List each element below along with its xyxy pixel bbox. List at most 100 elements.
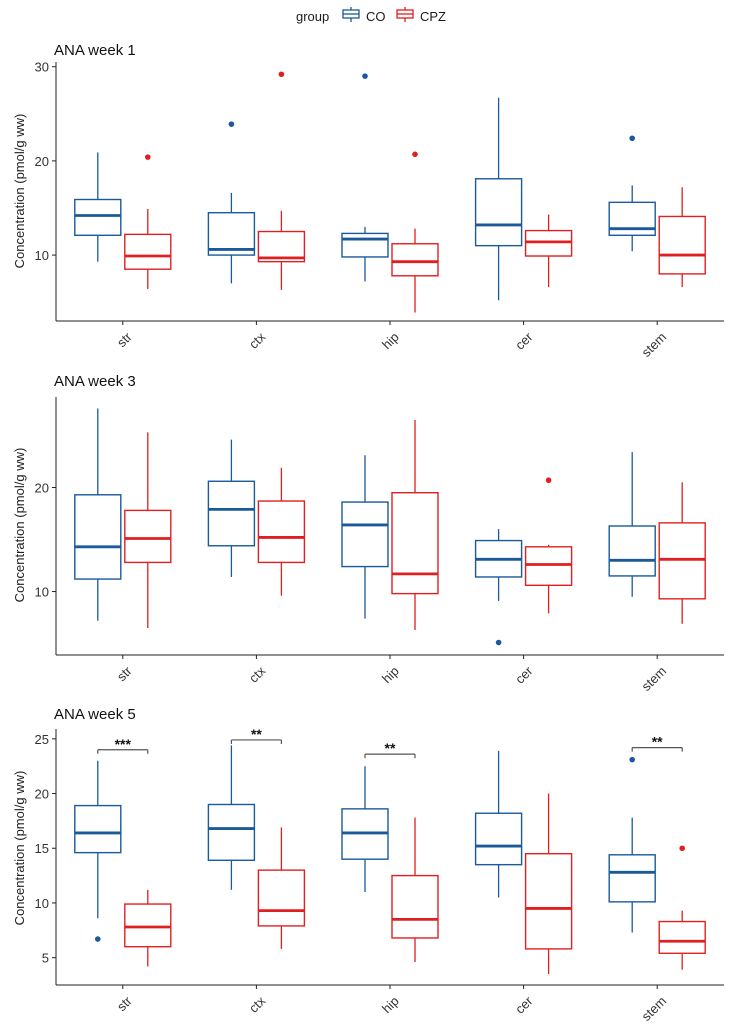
box-iqr bbox=[124, 903, 172, 948]
box-cpz-stem bbox=[658, 845, 706, 970]
x-tick-label: stem bbox=[639, 993, 670, 1024]
box-cpz-str bbox=[124, 154, 172, 289]
panel-title: ANA week 3 bbox=[54, 373, 136, 390]
x-tick-label: str bbox=[114, 663, 135, 684]
significance-label: ** bbox=[251, 726, 262, 742]
y-tick-label: 10 bbox=[35, 585, 49, 600]
box-cpz-ctx bbox=[257, 71, 306, 290]
panel-title: ANA week 1 bbox=[54, 42, 136, 59]
x-tick-label: str bbox=[114, 993, 135, 1014]
box-cpz-str bbox=[124, 432, 172, 628]
legend-key-co bbox=[342, 7, 360, 22]
box-iqr bbox=[658, 920, 706, 954]
box-iqr bbox=[608, 525, 656, 577]
box-iqr bbox=[658, 522, 706, 600]
box-co-stem bbox=[608, 135, 656, 252]
box-iqr bbox=[608, 854, 656, 903]
y-tick-label: 10 bbox=[35, 896, 49, 911]
box-iqr bbox=[524, 853, 573, 950]
x-tick-label: str bbox=[114, 329, 135, 350]
legend: group CO CPZ bbox=[296, 7, 446, 24]
box-iqr bbox=[608, 201, 656, 236]
box-iqr bbox=[207, 480, 256, 547]
outlier-point bbox=[629, 135, 635, 142]
outlier-point bbox=[145, 154, 151, 160]
box-cpz-cer bbox=[524, 477, 573, 614]
legend-label-co: CO bbox=[366, 9, 386, 24]
box-iqr bbox=[341, 501, 389, 568]
outlier-point bbox=[228, 121, 235, 127]
panel-week-3: ANA week 3 Concentration (pmol/g ww) 10 2… bbox=[12, 373, 724, 694]
box-co-ctx bbox=[207, 121, 256, 284]
box-iqr bbox=[658, 215, 706, 275]
outlier-point bbox=[545, 477, 552, 484]
x-tick-label: hip bbox=[379, 993, 402, 1016]
x-tick-label: stem bbox=[639, 663, 670, 694]
box-iqr bbox=[391, 492, 439, 595]
box-co-str bbox=[74, 408, 122, 621]
y-tick-label: 20 bbox=[35, 787, 49, 802]
y-axis-label: Concentration (pmol/g ww) bbox=[12, 448, 27, 603]
box-iqr bbox=[207, 803, 256, 861]
box-iqr bbox=[474, 178, 523, 247]
y-tick-label: 20 bbox=[35, 154, 49, 169]
box-cpz-ctx bbox=[257, 467, 306, 596]
box-iqr bbox=[257, 500, 306, 564]
panel-week-5: ANA week 5 Concentration (pmol/g ww) 5 10… bbox=[12, 706, 724, 1024]
box-iqr bbox=[391, 243, 439, 277]
y-tick-label: 15 bbox=[35, 841, 49, 856]
outlier-point bbox=[95, 936, 101, 942]
significance-label: ** bbox=[652, 734, 663, 750]
box-iqr bbox=[74, 804, 122, 854]
box-iqr bbox=[74, 198, 122, 236]
y-tick-label: 5 bbox=[42, 951, 49, 966]
significance-bracket: ** bbox=[631, 734, 683, 752]
box-cpz-hip bbox=[391, 419, 439, 631]
box-iqr bbox=[257, 869, 306, 927]
box-iqr bbox=[74, 494, 122, 580]
significance-bracket: ** bbox=[230, 726, 282, 744]
box-co-cer bbox=[474, 97, 523, 301]
box-iqr bbox=[391, 874, 439, 939]
box-co-cer bbox=[474, 750, 523, 898]
y-axis-label: Concentration (pmol/g ww) bbox=[12, 114, 27, 269]
outlier-point bbox=[362, 73, 368, 79]
significance-label: ** bbox=[385, 740, 396, 756]
y-tick-label: 20 bbox=[35, 481, 49, 496]
outlier-point bbox=[629, 756, 635, 763]
box-co-ctx bbox=[207, 745, 256, 890]
box-co-str bbox=[74, 760, 122, 942]
panel-title: ANA week 5 bbox=[54, 706, 136, 723]
box-co-ctx bbox=[207, 439, 256, 577]
x-tick-label: cer bbox=[512, 329, 536, 353]
x-tick-label: hip bbox=[379, 663, 402, 686]
box-iqr bbox=[207, 211, 256, 256]
legend-title: group bbox=[296, 9, 329, 24]
box-co-cer bbox=[474, 529, 523, 646]
legend-label-cpz: CPZ bbox=[420, 9, 446, 24]
significance-label: *** bbox=[115, 736, 132, 752]
panel-week-1: ANA week 1 Concentration (pmol/g ww) 10 2… bbox=[12, 42, 724, 360]
box-iqr bbox=[524, 546, 573, 586]
box-cpz-cer bbox=[524, 793, 573, 975]
box-iqr bbox=[341, 232, 389, 258]
box-iqr bbox=[524, 229, 573, 257]
box-cpz-hip bbox=[391, 817, 439, 963]
box-co-str bbox=[74, 152, 122, 262]
box-co-stem bbox=[608, 756, 656, 933]
x-tick-label: ctx bbox=[246, 993, 269, 1016]
outlier-point bbox=[412, 151, 418, 158]
y-tick-label: 10 bbox=[35, 248, 49, 263]
box-co-stem bbox=[608, 452, 656, 597]
y-tick-label: 30 bbox=[35, 60, 49, 75]
box-co-hip bbox=[341, 73, 389, 282]
box-co-hip bbox=[341, 766, 389, 893]
legend-key-cpz bbox=[396, 7, 414, 22]
y-tick-label: 25 bbox=[35, 732, 49, 747]
x-tick-label: ctx bbox=[246, 329, 269, 352]
y-axis-label: Concentration (pmol/g ww) bbox=[12, 771, 27, 926]
box-cpz-str bbox=[124, 889, 172, 967]
box-cpz-ctx bbox=[257, 827, 306, 949]
outlier-point bbox=[278, 71, 285, 78]
outlier-point bbox=[679, 845, 685, 852]
